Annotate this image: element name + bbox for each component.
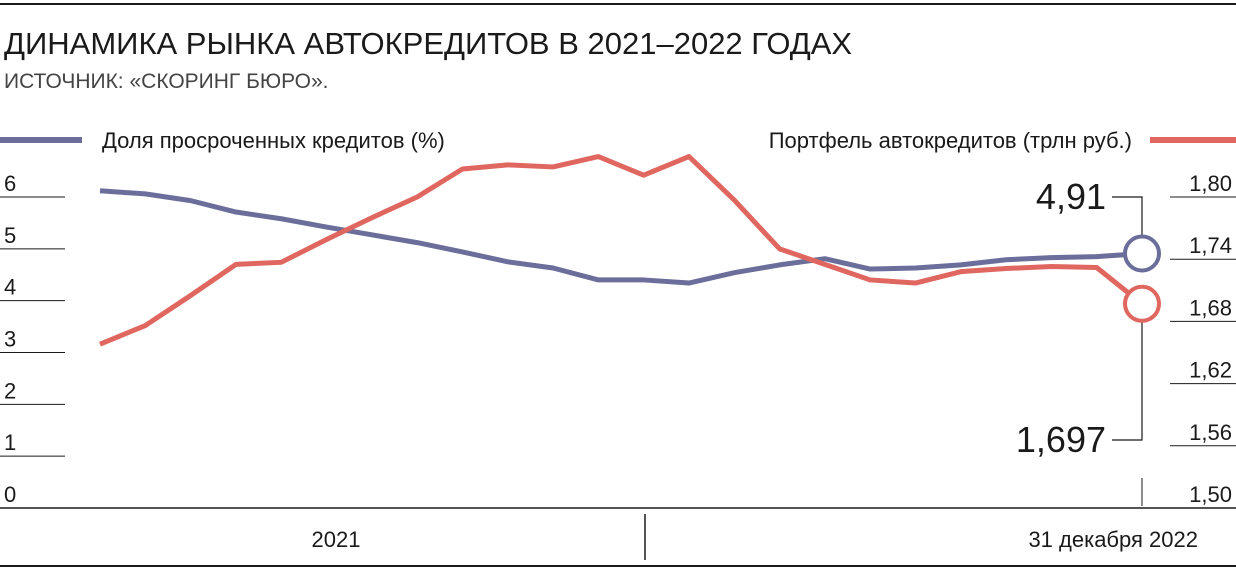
y2-tick-label: 1,62 <box>1189 358 1232 383</box>
y-tick-label: 6 <box>4 171 16 196</box>
y2-tick-label: 1,56 <box>1189 420 1232 445</box>
y-tick-label: 0 <box>4 482 16 507</box>
series-line <box>99 154 1144 347</box>
period-label: 2021 <box>312 527 361 552</box>
chart-title: ДИНАМИКА РЫНКА АВТОКРЕДИТОВ В 2021–2022 … <box>4 26 852 61</box>
y-tick-label: 5 <box>4 223 16 248</box>
value-label: 1,697 <box>1016 419 1106 460</box>
y-tick-label: 3 <box>4 327 16 352</box>
y2-tick-label: 1,74 <box>1189 233 1232 258</box>
y-tick-label: 2 <box>4 378 16 403</box>
y-tick-label: 4 <box>4 275 16 300</box>
chart-subtitle: ИСТОЧНИК: «СКОРИНГ БЮРО». <box>4 70 329 93</box>
end-marker <box>1123 234 1161 273</box>
leader-line <box>1112 320 1143 441</box>
y2-tick-label: 1,80 <box>1189 171 1232 196</box>
end-marker <box>1123 284 1161 323</box>
value-label: 4,91 <box>1036 176 1106 217</box>
period-label: 31 декабря 2022 <box>1028 527 1198 552</box>
series-line <box>99 188 1143 286</box>
leader-line <box>1112 196 1143 237</box>
y-tick-label: 1 <box>4 430 16 455</box>
y2-tick-label: 1,68 <box>1189 295 1232 320</box>
legend-label: Портфель автокредитов (трлн руб.) <box>769 128 1132 153</box>
y2-tick-label: 1,50 <box>1189 482 1232 507</box>
legend-label: Доля просроченных кредитов (%) <box>102 128 445 153</box>
